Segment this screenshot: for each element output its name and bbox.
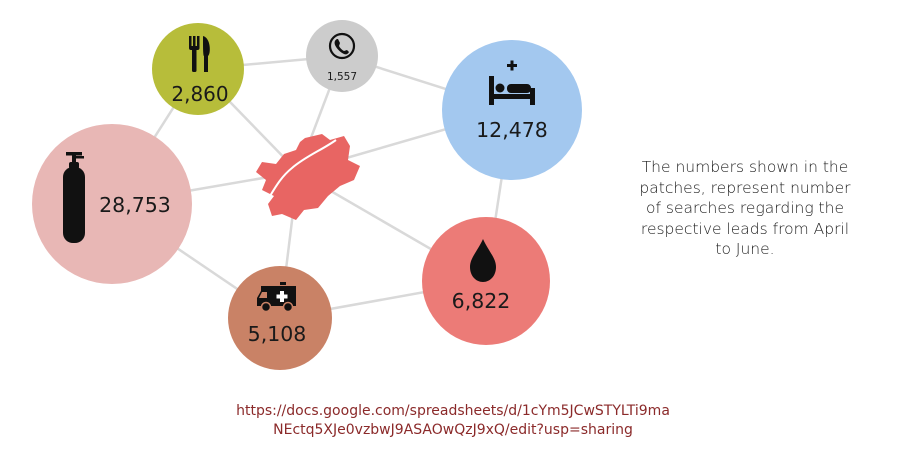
node-hospital-bed-circle [442,40,582,180]
node-ambulance: 5,108 [228,266,332,370]
hospital-bed-icon [489,60,535,105]
note-line: The numbers shown in the [641,158,849,176]
node-phone-value: 1,557 [327,71,357,83]
node-hospital-bed-value: 12,478 [476,118,548,142]
note-line: of searches regarding the [646,199,844,217]
node-food-value: 2,860 [171,82,228,106]
oxygen-cylinder-icon [63,152,85,243]
node-phone: 1,557 [306,20,378,92]
node-blood-value: 6,822 [452,289,511,313]
ambulance-icon [257,282,296,313]
node-blood: 6,822 [422,217,550,345]
note-line: respective leads from April [640,219,850,238]
note-line: patches, represent number [639,178,851,197]
node-ambulance-value: 5,108 [248,322,307,346]
node-oxygen-value: 28,753 [99,193,171,217]
node-ambulance-circle [228,266,332,370]
leads-network-diagram: 2,860 1,557 12,478 28,753 [32,20,582,370]
node-food: 2,860 [152,23,244,115]
phone-icon [334,39,349,55]
note-line: to June. [715,240,775,258]
node-phone-circle [306,20,378,92]
phone-ring-icon [328,32,356,60]
source-url-line[interactable]: https://docs.google.com/spreadsheets/d/1… [236,403,670,419]
map-region-icon [256,134,360,220]
node-food-circle [152,23,244,115]
source-url-line[interactable]: NEctq5XJe0vzbwJ9ASAOwQzJ9xQ/edit?usp=sha… [273,422,633,438]
node-oxygen: 28,753 [32,124,192,284]
river-icon [269,139,337,197]
blood-drop-icon [470,239,496,282]
fork-knife-icon [189,36,210,72]
node-hospital-bed: 12,478 [442,40,582,180]
source-url[interactable]: https://docs.google.com/spreadsheets/d/1… [0,402,906,440]
explanation-note: The numbers shown in the patches, repres… [610,157,880,260]
